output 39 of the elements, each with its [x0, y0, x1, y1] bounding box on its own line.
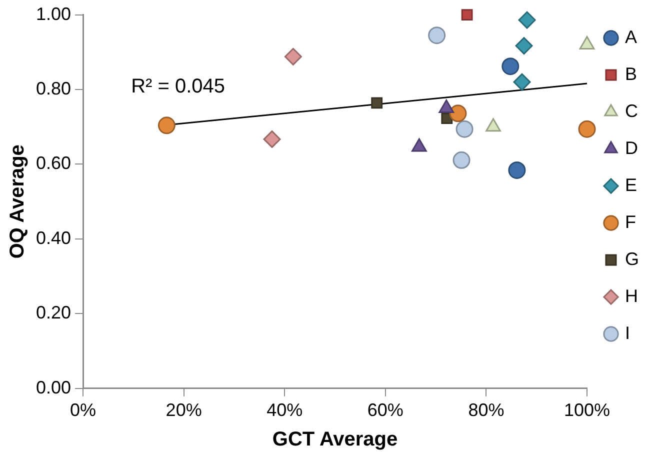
annotation: R² = 0.045 — [131, 75, 226, 98]
x-tick-label: 80% — [468, 400, 504, 420]
legend-label: B — [625, 64, 638, 84]
point — [502, 58, 520, 76]
point — [428, 26, 446, 44]
x-tick-label: 40% — [266, 400, 303, 420]
point — [461, 9, 473, 20]
legend-label: C — [625, 100, 638, 121]
y-tick-label: 0.60 — [36, 153, 72, 174]
point — [518, 11, 536, 29]
x-tick-label: 20% — [166, 400, 202, 420]
point — [158, 116, 176, 134]
x-tick-label: 100% — [564, 400, 610, 420]
point — [578, 120, 596, 138]
point — [452, 151, 470, 169]
point — [263, 130, 281, 148]
x-axis-title: GCT Average — [272, 428, 398, 451]
y-tick-label: 0.80 — [36, 78, 72, 98]
point — [513, 73, 531, 91]
y-axis-title: OQ Average — [6, 144, 29, 259]
legend-label: G — [625, 248, 640, 269]
y-tick-label: 0.20 — [36, 302, 72, 323]
y-tick-label: 1.00 — [36, 4, 72, 24]
legend-label: A — [625, 26, 638, 47]
y-tick-label: 0.00 — [36, 377, 72, 398]
point — [515, 37, 533, 55]
x-tick-label: 60% — [367, 400, 404, 420]
y-tick-label: 0.40 — [36, 228, 72, 248]
point — [456, 120, 474, 138]
legend-label: I — [625, 322, 630, 343]
legend-label: E — [625, 174, 638, 195]
legend-label: F — [625, 212, 636, 232]
point — [449, 104, 467, 122]
legend-label: H — [625, 286, 638, 306]
point — [508, 161, 526, 179]
legend-label: D — [625, 138, 638, 158]
x-tick-label: 0% — [70, 400, 96, 420]
point — [371, 97, 383, 109]
point — [284, 48, 302, 66]
